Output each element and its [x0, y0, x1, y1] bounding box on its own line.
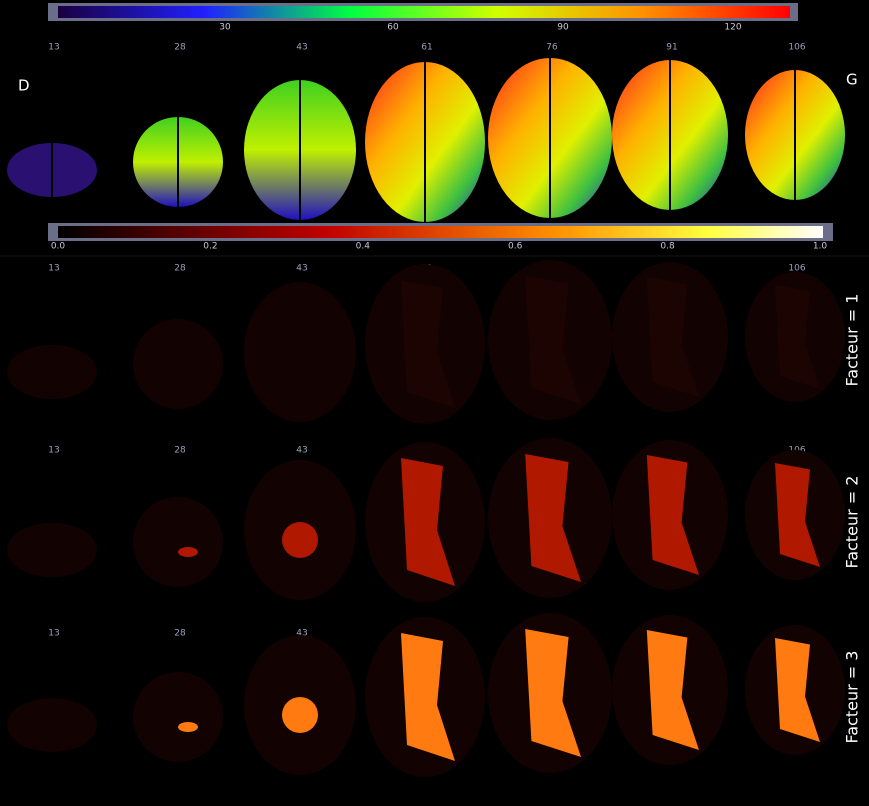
slice-label: 43 — [296, 264, 307, 274]
brain-slice — [7, 523, 97, 577]
brain-slice — [133, 497, 223, 587]
slice-label: 43 — [296, 43, 307, 53]
colorbar-tick: 1.0 — [813, 242, 828, 252]
slice-label: 76 — [546, 43, 558, 53]
row-label: Facteur = 1 — [843, 294, 862, 387]
activation — [282, 697, 318, 733]
row-label: Facteur = 3 — [843, 651, 862, 744]
activation — [525, 276, 581, 404]
colorbar-tick: 0.4 — [356, 242, 371, 252]
slice-label: 106 — [788, 264, 805, 274]
colorbar-tick: 120 — [724, 23, 741, 33]
activation — [525, 454, 581, 582]
slice-label: 28 — [174, 629, 186, 639]
slice-label: 28 — [174, 446, 186, 456]
colorbar-tick: 90 — [557, 23, 569, 33]
colorbar-tick: 60 — [387, 23, 399, 33]
brain-slice — [133, 672, 223, 762]
brain-slice — [244, 282, 356, 422]
slice-label: 91 — [666, 43, 677, 53]
activation — [401, 458, 455, 586]
colorbar — [58, 6, 790, 18]
activation — [646, 455, 699, 575]
activation — [646, 630, 699, 750]
activation — [178, 722, 198, 732]
side-label: D — [18, 77, 30, 95]
slice-label: 61 — [421, 43, 432, 53]
colorbar — [58, 226, 823, 238]
row-label: Facteur = 2 — [843, 476, 862, 569]
brain-slice — [133, 319, 223, 409]
colorbar-tick: 0.8 — [660, 242, 675, 252]
slice-label: 28 — [174, 43, 186, 53]
activation — [401, 633, 455, 761]
brain-slice — [7, 698, 97, 752]
activation — [646, 277, 699, 397]
activation — [525, 629, 581, 757]
activation — [775, 638, 820, 742]
slice-label: 13 — [48, 264, 59, 274]
slice-label: 28 — [174, 264, 186, 274]
slice-label: 43 — [296, 629, 307, 639]
activation — [282, 522, 318, 558]
activation — [401, 280, 455, 408]
colorbar-tick: 0.6 — [508, 242, 523, 252]
slice-label: 13 — [48, 629, 59, 639]
slice-label: 13 — [48, 43, 59, 53]
colorbar-tick: 0.0 — [51, 242, 66, 252]
activation — [775, 285, 820, 389]
brain-slice — [7, 345, 97, 399]
colorbar-tick: 0.2 — [203, 242, 217, 252]
activation — [775, 463, 820, 567]
side-label: G — [846, 71, 858, 89]
slice-label: 43 — [296, 446, 307, 456]
slice-label: 13 — [48, 446, 59, 456]
activation — [178, 547, 198, 557]
slice-label: 106 — [788, 43, 805, 53]
colorbar-tick: 30 — [219, 23, 231, 33]
